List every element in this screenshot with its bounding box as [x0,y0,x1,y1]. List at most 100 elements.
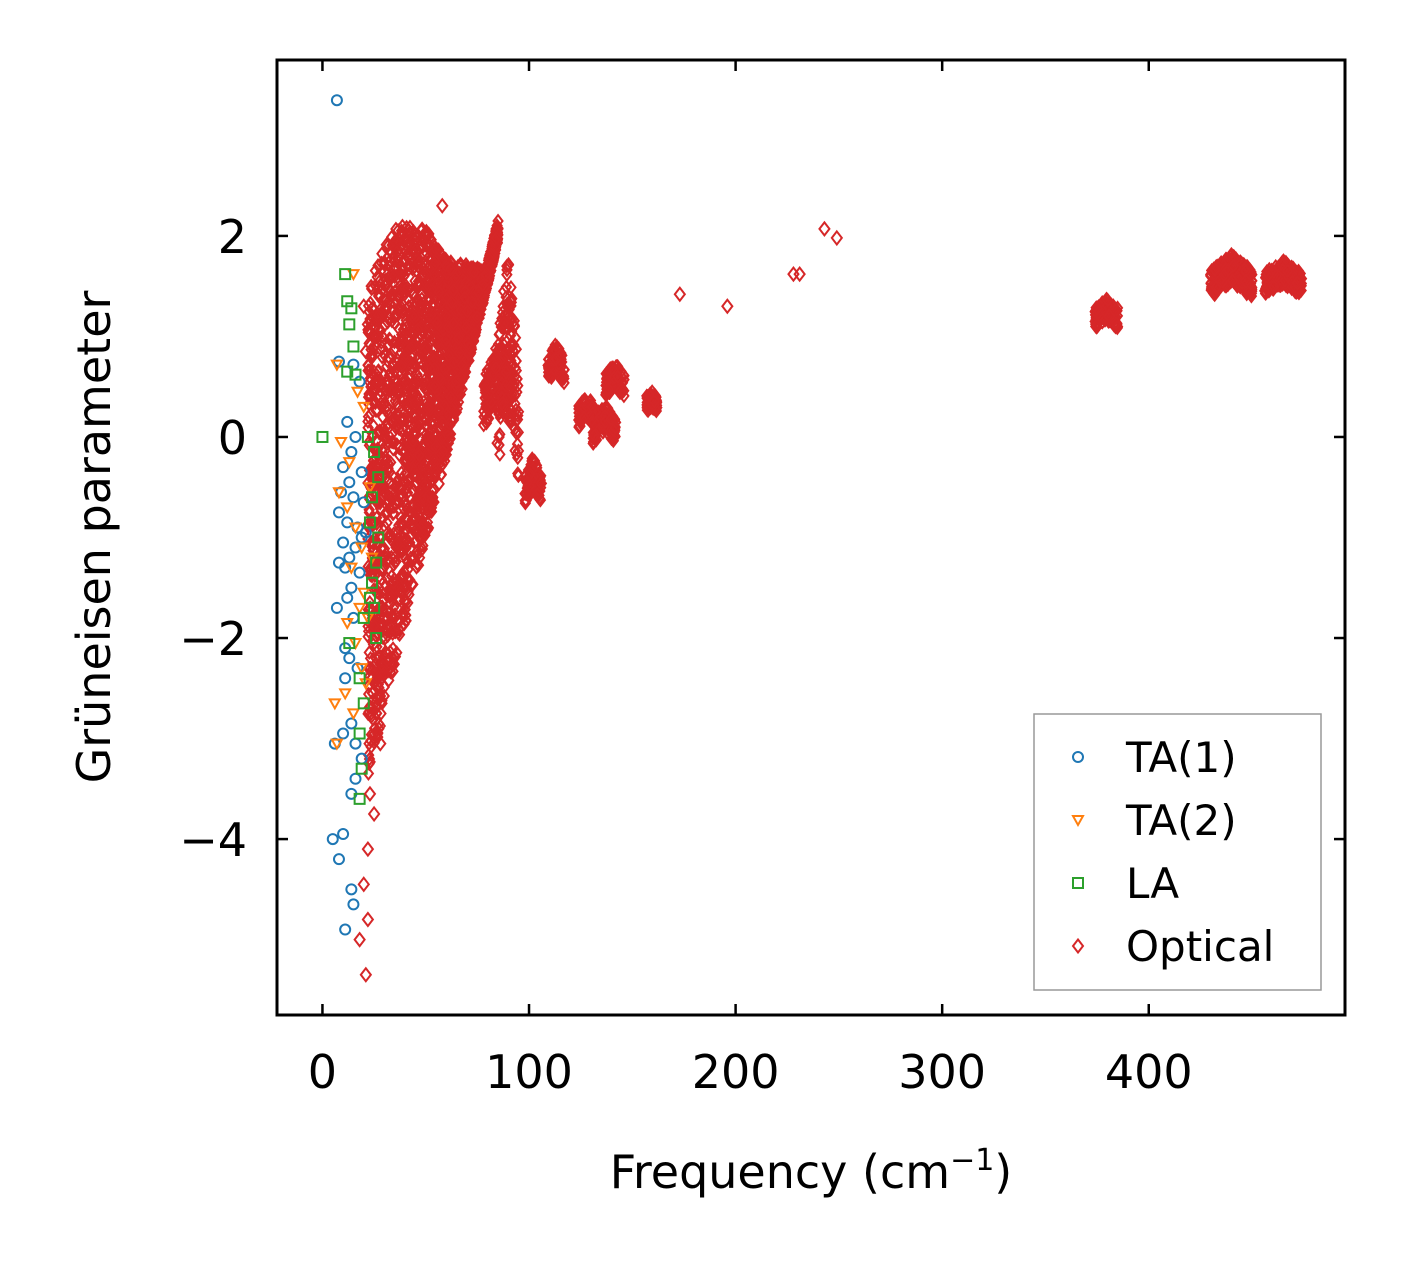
dense-point [463,346,475,362]
data-point-la [339,268,352,281]
dense-point [372,470,384,486]
dense-point [398,391,410,407]
dense-point [368,618,380,634]
data-point-la [372,531,385,544]
dense-point [609,420,621,436]
data-point-ta-1 [355,466,368,479]
dense-point [383,331,396,347]
dense-point [511,436,524,452]
dense-point [597,417,609,433]
dense-point [424,501,436,517]
dense-point [370,375,383,391]
dense-point [458,290,471,306]
data-point-la [341,365,354,378]
dense-point [378,347,391,363]
dense-point [643,387,656,403]
dense-point [550,351,562,367]
dense-point [394,584,407,600]
data-point-ta-2 [340,617,354,631]
dense-point [439,257,452,273]
data-point-ta-1 [349,430,362,443]
data-point-la [353,727,366,740]
dense-point [400,429,413,445]
dense-point [440,265,453,281]
data-point-optical [450,373,463,390]
data-point-la [372,471,385,484]
dense-point [444,261,457,277]
data-point-ta-1 [332,853,345,866]
data-point-la [355,762,368,775]
dense-point [427,418,439,434]
dense-point [407,229,419,245]
data-point-ta-2 [348,638,363,651]
dense-point [459,284,471,300]
dense-point [409,408,421,424]
dense-point [490,360,502,376]
data-point-la [370,632,383,645]
dense-point [385,369,398,385]
dense-point [451,315,463,331]
data-point-optical [396,569,410,586]
dense-point [373,460,385,476]
data-point-ta-1 [341,516,354,529]
data-point-ta-2 [346,708,361,721]
dense-point [442,348,455,364]
dense-point [504,408,516,424]
dense-point [1244,276,1257,292]
dense-point [413,371,425,387]
data-point-optical [409,504,422,521]
data-point-ta-2 [363,482,377,495]
dense-point [487,355,500,371]
legend-label-ta-1: TA(1) [1125,733,1237,782]
dense-point [400,607,412,623]
dense-point [418,489,430,505]
dense-point [509,443,521,459]
dense-point [456,357,469,373]
dense-point [438,398,450,414]
data-point-optical [388,267,402,285]
dense-point [382,237,395,253]
data-point-optical [793,265,806,283]
dense-point [428,256,441,272]
y-tick-label: 0 [218,411,247,465]
dense-point [371,455,384,471]
legend-label-la: LA [1126,859,1179,908]
dense-point [365,709,378,725]
dense-point [390,553,402,569]
dense-point [599,408,611,424]
data-point-ta-2 [334,437,348,450]
dense-point [379,630,391,646]
dense-point [378,424,390,440]
dense-point [405,417,417,433]
dense-point [574,418,586,434]
legend-marker-optical [1071,937,1085,955]
dense-point [441,261,453,277]
dense-point [645,396,658,412]
dense-point [362,766,375,782]
dense-point [454,256,467,272]
x-tick-label: 300 [898,1045,986,1099]
data-point-optical [367,805,381,823]
dense-point [484,259,497,275]
dense-point [543,368,555,384]
dense-point [395,359,407,375]
dense-point [384,526,396,542]
dense-point [372,445,385,461]
data-point-ta-1 [347,358,360,371]
dense-point [429,253,441,269]
data-point-optical [361,316,375,333]
data-points-layer [316,94,1304,983]
dense-point [415,336,428,352]
dense-point [376,399,388,415]
data-point-optical [353,931,366,948]
dense-point [471,309,483,325]
dense-point [501,267,513,283]
dense-point [404,451,417,467]
dense-point [398,405,411,421]
dense-point [447,316,460,332]
dense-point [365,534,378,550]
data-point-optical [359,966,373,983]
dense-point [435,458,448,474]
dense-point [411,366,423,382]
